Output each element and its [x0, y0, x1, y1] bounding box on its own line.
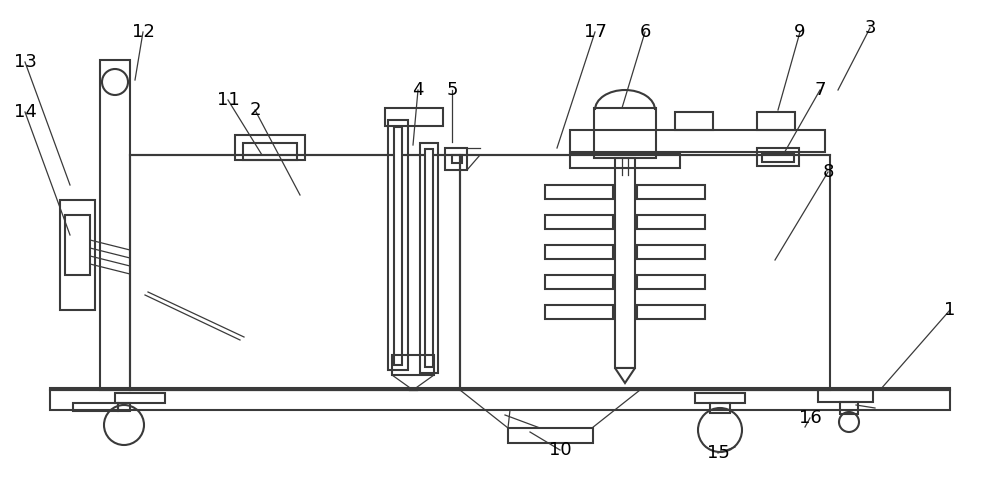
Text: 10: 10	[549, 441, 571, 459]
Text: 12: 12	[132, 23, 154, 41]
Text: 3: 3	[864, 19, 876, 37]
Text: 13: 13	[14, 53, 36, 71]
Text: 1: 1	[944, 301, 956, 319]
Polygon shape	[615, 368, 635, 383]
Text: 11: 11	[217, 91, 239, 109]
Text: 8: 8	[822, 163, 834, 181]
Text: 2: 2	[249, 101, 261, 119]
Text: 9: 9	[794, 23, 806, 41]
Text: 5: 5	[446, 81, 458, 99]
Text: 17: 17	[584, 23, 606, 41]
Text: 14: 14	[14, 103, 36, 121]
Polygon shape	[425, 149, 433, 367]
Polygon shape	[394, 127, 402, 365]
Text: 4: 4	[412, 81, 424, 99]
Text: 6: 6	[639, 23, 651, 41]
Text: 15: 15	[707, 444, 729, 462]
Text: 7: 7	[814, 81, 826, 99]
Text: 16: 16	[799, 409, 821, 427]
